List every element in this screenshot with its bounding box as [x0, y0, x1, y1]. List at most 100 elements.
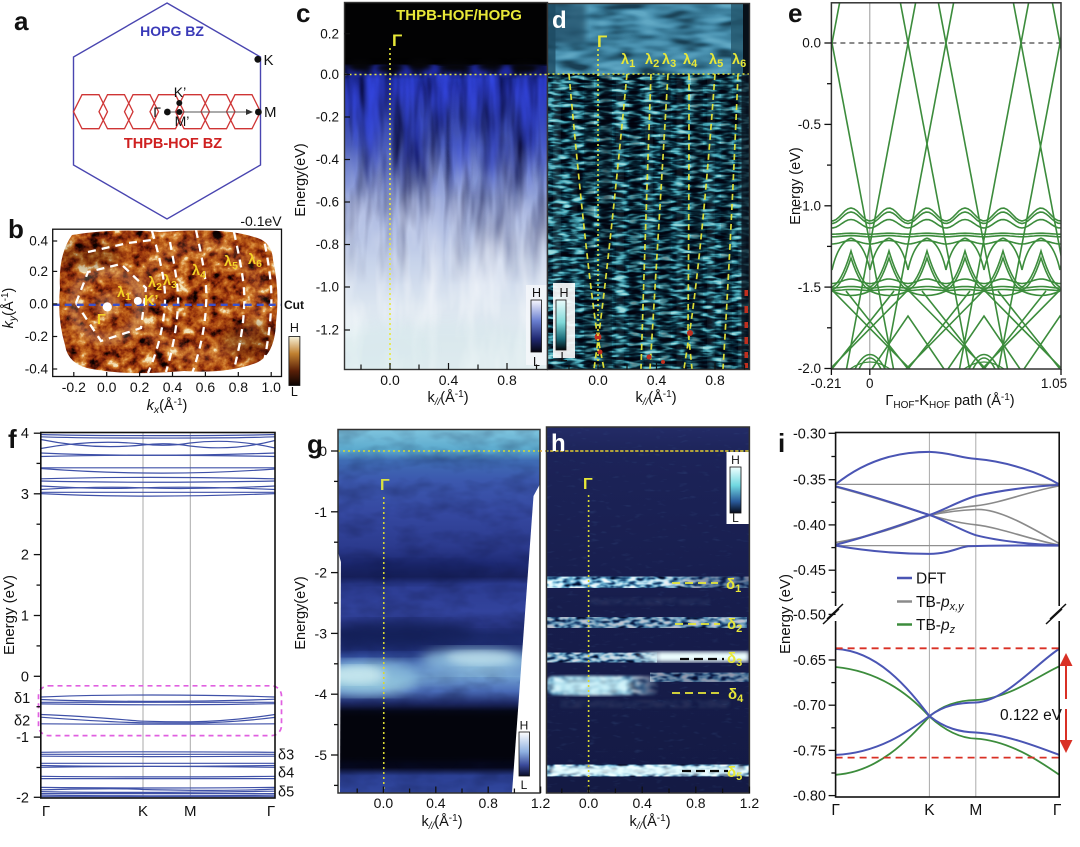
svg-text:Γ: Γ: [153, 104, 161, 120]
svg-text:-0.5: -0.5: [798, 117, 821, 132]
svg-text:0.4: 0.4: [163, 379, 183, 395]
svg-text:K: K: [264, 52, 274, 69]
svg-text:-0.65: -0.65: [793, 653, 826, 669]
svg-text:-2: -2: [16, 790, 29, 806]
svg-text:Γ: Γ: [42, 803, 50, 820]
svg-text:Γ: Γ: [583, 476, 593, 493]
svg-text:Γ: Γ: [97, 312, 106, 328]
svg-text:-1: -1: [16, 730, 29, 746]
svg-text:-0.2: -0.2: [62, 379, 86, 395]
svg-text:Γ: Γ: [267, 803, 275, 820]
svg-text:e: e: [788, 0, 802, 28]
svg-text:0.0: 0.0: [380, 372, 400, 388]
svg-text:TB-pz: TB-pz: [916, 617, 956, 636]
svg-text:0.2: 0.2: [29, 264, 48, 279]
svg-text:THPB-HOF/HOPG: THPB-HOF/HOPG: [396, 7, 522, 24]
svg-text:-0.70: -0.70: [793, 698, 826, 714]
svg-text:Energy(eV): Energy(eV): [293, 143, 309, 216]
svg-text:H: H: [559, 286, 568, 300]
svg-text:0.8: 0.8: [478, 795, 498, 811]
svg-text:L: L: [521, 778, 528, 792]
svg-text:0.0: 0.0: [97, 379, 117, 395]
svg-text:-0.80: -0.80: [793, 789, 826, 805]
svg-text:-0.4: -0.4: [25, 362, 49, 377]
svg-text:L: L: [732, 511, 739, 525]
svg-text:δ4: δ4: [278, 766, 294, 782]
svg-text:a: a: [14, 6, 29, 36]
svg-text:-0.30: -0.30: [793, 426, 826, 442]
svg-text:H: H: [532, 286, 541, 300]
svg-text:0.4: 0.4: [647, 372, 667, 388]
svg-text:K’: K’: [144, 293, 159, 309]
svg-text:-1.0: -1.0: [798, 198, 821, 213]
svg-text:-0.50: -0.50: [793, 607, 826, 623]
svg-text:0.0: 0.0: [29, 296, 48, 311]
svg-text:K: K: [924, 802, 935, 819]
svg-text:0.0: 0.0: [374, 795, 394, 811]
svg-text:-1.0: -1.0: [316, 280, 339, 295]
svg-text:0: 0: [866, 376, 874, 391]
svg-text:0.8: 0.8: [705, 372, 725, 388]
svg-text:0.6: 0.6: [196, 379, 216, 395]
svg-text:DFT: DFT: [916, 571, 947, 588]
svg-text:-3: -3: [315, 625, 328, 641]
svg-text:0: 0: [319, 443, 327, 459]
svg-text:h: h: [551, 430, 566, 457]
svg-text:0: 0: [21, 669, 29, 685]
svg-text:L: L: [561, 350, 568, 364]
svg-text:0.2: 0.2: [320, 26, 339, 41]
svg-text:H: H: [520, 719, 529, 733]
svg-text:-0.1eV: -0.1eV: [240, 213, 282, 229]
svg-text:M: M: [969, 802, 982, 819]
svg-text:1: 1: [21, 609, 29, 625]
svg-text:Γ: Γ: [380, 477, 390, 494]
svg-text:K: K: [138, 803, 148, 820]
svg-text:Γ: Γ: [392, 31, 402, 50]
svg-text:Γ: Γ: [597, 32, 607, 51]
svg-text:1.2: 1.2: [531, 795, 551, 811]
svg-text:-0.2: -0.2: [316, 110, 339, 125]
svg-text:H: H: [731, 453, 740, 467]
svg-text:Energy (eV): Energy (eV): [788, 147, 804, 224]
svg-text:-4: -4: [315, 686, 328, 702]
svg-text:Cut: Cut: [284, 298, 304, 312]
svg-text:3: 3: [21, 487, 29, 503]
svg-text:1.0: 1.0: [261, 379, 281, 395]
svg-text:0.4: 0.4: [439, 372, 459, 388]
svg-text:0.0: 0.0: [802, 36, 821, 51]
svg-text:HOPG BZ: HOPG BZ: [140, 23, 204, 39]
svg-text:-0.4: -0.4: [316, 152, 340, 167]
svg-text:Energy (eV): Energy (eV): [777, 574, 794, 654]
svg-text:M’: M’: [175, 113, 190, 129]
svg-text:b: b: [8, 214, 24, 244]
svg-text:-0.75: -0.75: [793, 743, 826, 759]
svg-text:0.4: 0.4: [426, 795, 446, 811]
svg-text:-1: -1: [315, 504, 328, 520]
svg-text:H: H: [290, 321, 299, 335]
svg-text:i: i: [778, 428, 785, 458]
svg-text:0.4: 0.4: [632, 795, 652, 811]
svg-text:0.8: 0.8: [497, 372, 517, 388]
svg-text:Energy (eV): Energy (eV): [1, 575, 18, 655]
svg-text:-1.5: -1.5: [798, 280, 821, 295]
svg-text:M: M: [264, 104, 277, 121]
svg-text:0.4: 0.4: [29, 234, 48, 249]
svg-text:δ3: δ3: [278, 748, 294, 764]
svg-text:0.8: 0.8: [686, 795, 706, 811]
svg-text:-0.8: -0.8: [316, 237, 339, 252]
svg-text:δ5: δ5: [278, 785, 294, 801]
svg-text:-0.21: -0.21: [811, 376, 842, 391]
svg-text:M: M: [184, 803, 197, 820]
svg-text:0.2: 0.2: [130, 379, 150, 395]
svg-text:0.0: 0.0: [320, 67, 339, 82]
svg-text:d: d: [552, 7, 567, 34]
svg-text:-2: -2: [315, 565, 328, 581]
svg-text:1.05: 1.05: [1041, 376, 1067, 391]
svg-text:-5: -5: [315, 747, 328, 763]
svg-text:0.0: 0.0: [579, 795, 599, 811]
svg-text:-0.6: -0.6: [316, 195, 339, 210]
svg-text:0.0: 0.0: [588, 372, 608, 388]
svg-text:-2.0: -2.0: [798, 361, 821, 376]
svg-text:L: L: [533, 355, 540, 369]
svg-text:c: c: [296, 0, 310, 28]
